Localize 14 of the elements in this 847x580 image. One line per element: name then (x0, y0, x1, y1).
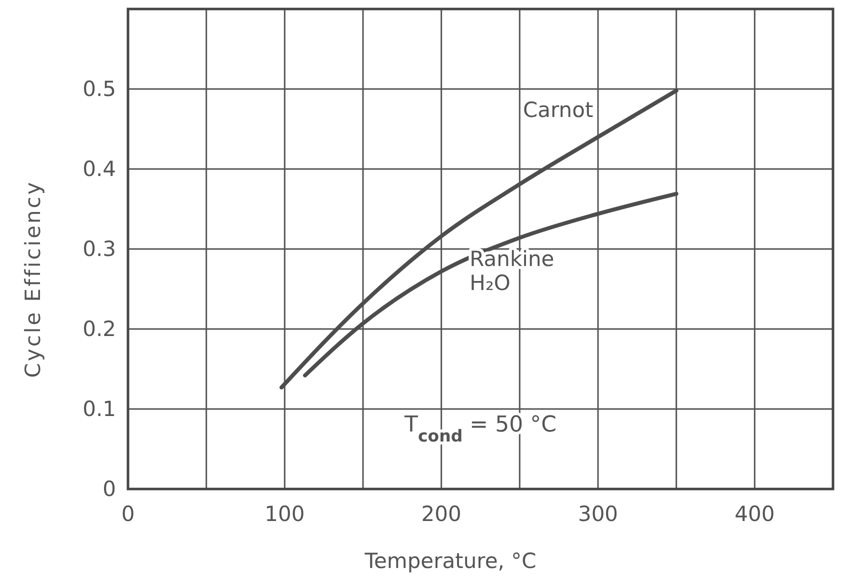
y-tick-label: 0.4 (82, 157, 116, 181)
x-axis-title: Temperature, °C (364, 549, 536, 573)
y-tick-label: 0 (102, 477, 116, 501)
y-tick-label: 0.5 (82, 77, 116, 101)
x-tick-label: 100 (264, 502, 305, 526)
y-tick-label: 0.2 (82, 317, 116, 341)
x-tick-label: 400 (734, 502, 775, 526)
y-axis-title: Cycle Efficiency (21, 180, 45, 378)
x-tick-label: 0 (121, 502, 135, 526)
series-label: Carnot (523, 98, 594, 122)
x-tick-label: 300 (578, 502, 618, 526)
x-tick-label: 200 (421, 502, 462, 526)
y-tick-label: 0.3 (82, 237, 116, 261)
y-tick-label: 0.1 (82, 397, 116, 421)
